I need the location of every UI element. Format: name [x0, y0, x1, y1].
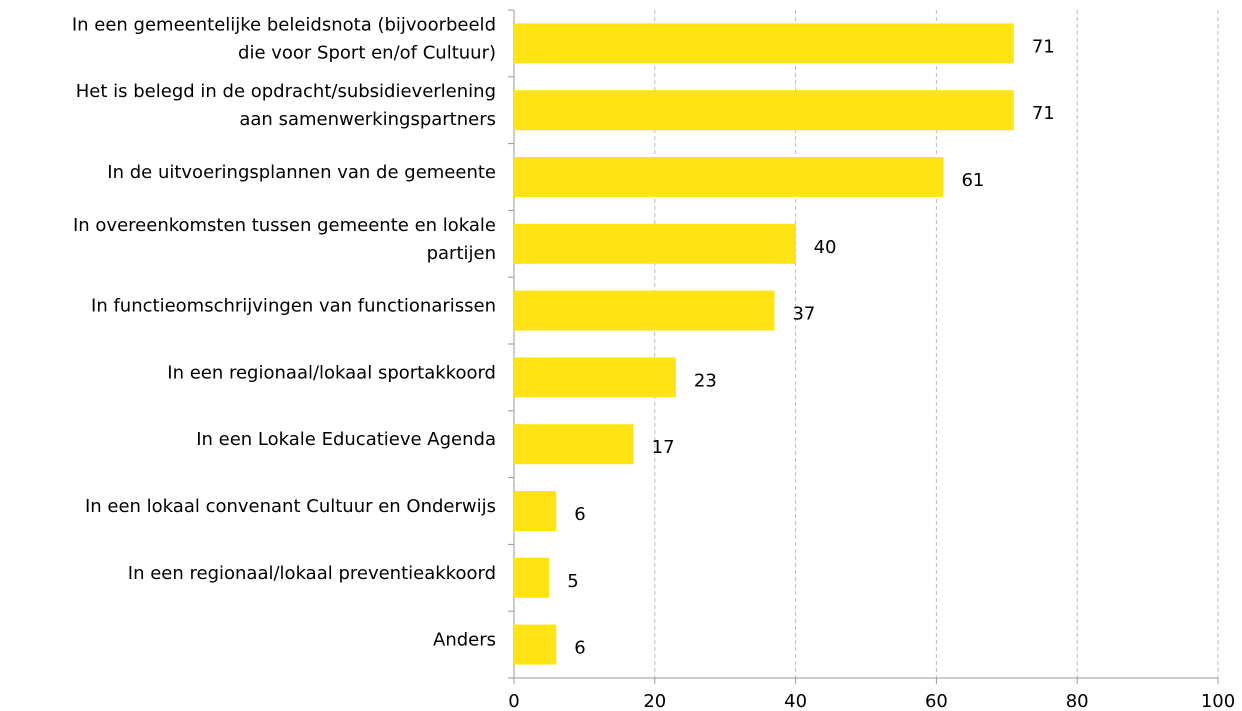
y-tick-label: Anders	[433, 630, 496, 651]
y-tick-label: In een regionaal/lokaal sportakkoord	[167, 362, 496, 383]
bar	[514, 557, 550, 598]
value-label: 40	[814, 237, 837, 258]
bar	[514, 357, 676, 398]
value-label: 71	[1032, 103, 1055, 124]
x-tick-label: 60	[925, 691, 948, 711]
value-label: 37	[792, 304, 815, 325]
x-tick-label: 0	[508, 691, 519, 711]
value-label: 61	[961, 170, 984, 191]
y-tick-label: In een gemeentelijke beleidsnota (bijvoo…	[72, 14, 496, 35]
value-label: 6	[574, 504, 585, 525]
bar	[514, 223, 796, 264]
bar	[514, 624, 557, 665]
value-label: 5	[567, 571, 578, 592]
x-tick-label: 100	[1201, 691, 1235, 711]
value-label: 17	[652, 437, 675, 458]
y-tick-label: In overeenkomsten tussen gemeente en lok…	[73, 215, 496, 236]
y-tick-label: die voor Sport en/of Cultuur)	[238, 42, 496, 63]
y-tick-label: In een Lokale Educatieve Agenda	[196, 429, 496, 450]
value-label: 6	[574, 638, 585, 659]
y-tick-label: aan samenwerkingspartners	[239, 109, 496, 130]
y-tick-label: In een lokaal convenant Cultuur en Onder…	[85, 496, 496, 517]
x-tick-label: 20	[643, 691, 666, 711]
value-label: 71	[1032, 36, 1055, 57]
y-tick-label: In functieomschrijvingen van functionari…	[91, 296, 496, 317]
y-tick-label: partijen	[427, 243, 496, 264]
x-tick-label: 80	[1066, 691, 1089, 711]
bar	[514, 491, 557, 531]
y-tick-label: In de uitvoeringsplannen van de gemeente	[107, 162, 496, 183]
bar	[514, 23, 1014, 64]
y-tick-label: In een regionaal/lokaal preventieakkoord	[128, 563, 496, 584]
bar	[514, 157, 944, 197]
bar	[514, 424, 634, 465]
x-tick-label: 40	[784, 691, 807, 711]
y-tick-label: Het is belegd in de opdracht/subsidiever…	[76, 81, 496, 102]
bar	[514, 290, 775, 331]
bar	[514, 90, 1014, 131]
value-label: 23	[694, 370, 717, 391]
